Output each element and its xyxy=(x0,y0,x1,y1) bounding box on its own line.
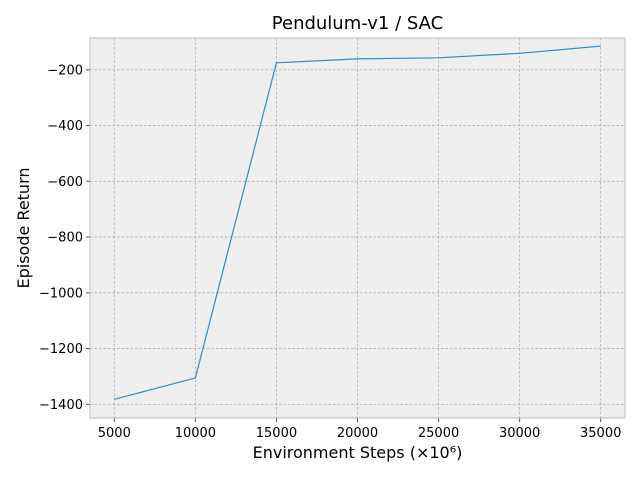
plot-frame xyxy=(89,37,626,419)
x-tick-label: 5000 xyxy=(98,426,131,441)
y-tick-label: −1200 xyxy=(39,342,83,357)
y-tick-label: −600 xyxy=(47,175,83,190)
x-tick-label: 10000 xyxy=(175,426,216,441)
grid xyxy=(90,38,625,418)
y-tick-label: −400 xyxy=(47,119,83,134)
y-axis-label: Episode Return xyxy=(14,167,33,288)
y-tick-label: −200 xyxy=(47,63,83,78)
x-tick-label: 15000 xyxy=(256,426,297,441)
y-tick-label: −1000 xyxy=(39,286,83,301)
series-line xyxy=(114,45,601,400)
x-tick-label: 35000 xyxy=(580,426,621,441)
y-tick-label: −1400 xyxy=(39,398,83,413)
chart-title: Pendulum-v1 / SAC xyxy=(272,13,443,34)
x-tick-label: 30000 xyxy=(499,426,540,441)
x-tick-label: 20000 xyxy=(337,426,378,441)
y-axis-ticks: −1400 −1200 −1000 −800 −600 −400 −200 xyxy=(39,63,90,413)
x-axis-ticks: 5000 10000 15000 20000 25000 30000 35000 xyxy=(98,418,621,441)
x-tick-label: 25000 xyxy=(418,426,459,441)
x-axis-label: Environment Steps (×10⁶) xyxy=(253,443,463,462)
y-tick-label: −800 xyxy=(47,231,83,246)
